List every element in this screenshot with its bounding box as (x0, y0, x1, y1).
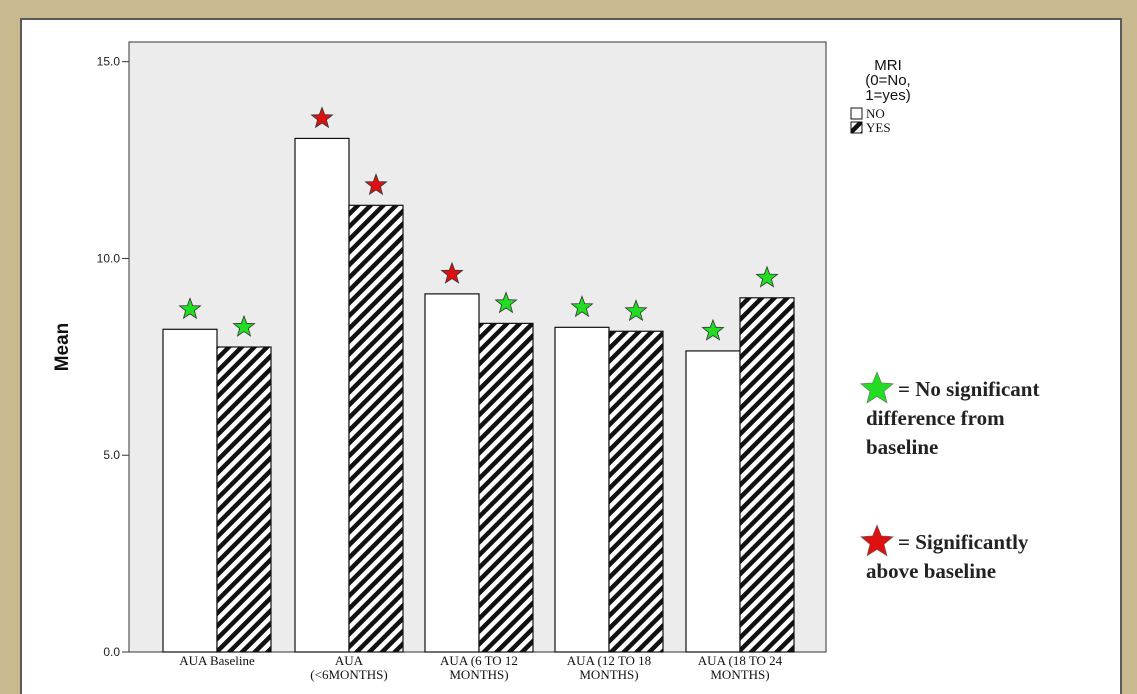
legend-swatch-yes (850, 121, 863, 134)
legend-title: 1=yes) (865, 87, 910, 104)
y-tick-label: 0.0 (103, 645, 120, 659)
green-star-marker (494, 291, 518, 314)
legend-entry-no: NO (866, 106, 885, 121)
red-star-marker (440, 261, 464, 284)
green-star-icon (860, 371, 894, 404)
legend-swatch-no (850, 107, 863, 120)
x-category-label: AUA (18 TO 24 (698, 653, 783, 668)
bar-no-4 (554, 326, 610, 653)
x-category-label: AUA (12 TO 18 (567, 653, 651, 668)
bar-no-5 (685, 350, 741, 653)
green-star-marker (232, 314, 256, 337)
green-star-marker (178, 297, 202, 320)
red-star-icon (860, 524, 894, 557)
bar-yes-1 (216, 346, 272, 653)
slide-title-strip (0, 0, 1137, 18)
red-star-marker (310, 106, 334, 129)
bar-yes-3 (478, 322, 534, 653)
green-star-annotation: baseline (866, 435, 938, 459)
y-tick-label: 15.0 (97, 55, 121, 69)
x-category-label: AUA Baseline (179, 653, 255, 668)
red-star-marker (364, 173, 388, 196)
green-star-marker (755, 265, 779, 288)
y-axis-label: Mean (52, 323, 73, 372)
green-star-annotation: = No significant (898, 377, 1039, 401)
red-star-annotation: above baseline (866, 559, 996, 583)
y-tick-label: 5.0 (103, 448, 120, 462)
green-star-marker (570, 295, 594, 318)
x-category-label: AUA (6 TO 12 (440, 653, 518, 668)
legend-title: (0=No, (865, 72, 910, 89)
bar-yes-4 (608, 330, 664, 653)
bar-no-2 (294, 137, 350, 653)
bar-no-3 (424, 293, 480, 653)
y-tick-label: 10.0 (97, 251, 121, 265)
legend-entry-yes: YES (866, 120, 891, 135)
x-category-label: MONTHS) (449, 667, 508, 682)
x-category-label: (<6MONTHS) (310, 667, 387, 682)
bar-no-1 (162, 328, 218, 653)
bar-yes-5 (739, 297, 795, 653)
x-category-label: MONTHS) (710, 667, 769, 682)
x-category-label: MONTHS) (579, 667, 638, 682)
green-star-annotation: difference from (866, 406, 1005, 430)
green-star-marker (624, 299, 648, 322)
x-category-label: AUA (335, 653, 364, 668)
bar-yes-2 (348, 204, 404, 653)
green-star-marker (701, 318, 725, 341)
legend-title: MRI (874, 57, 902, 74)
red-star-annotation: = Significantly (898, 530, 1029, 554)
